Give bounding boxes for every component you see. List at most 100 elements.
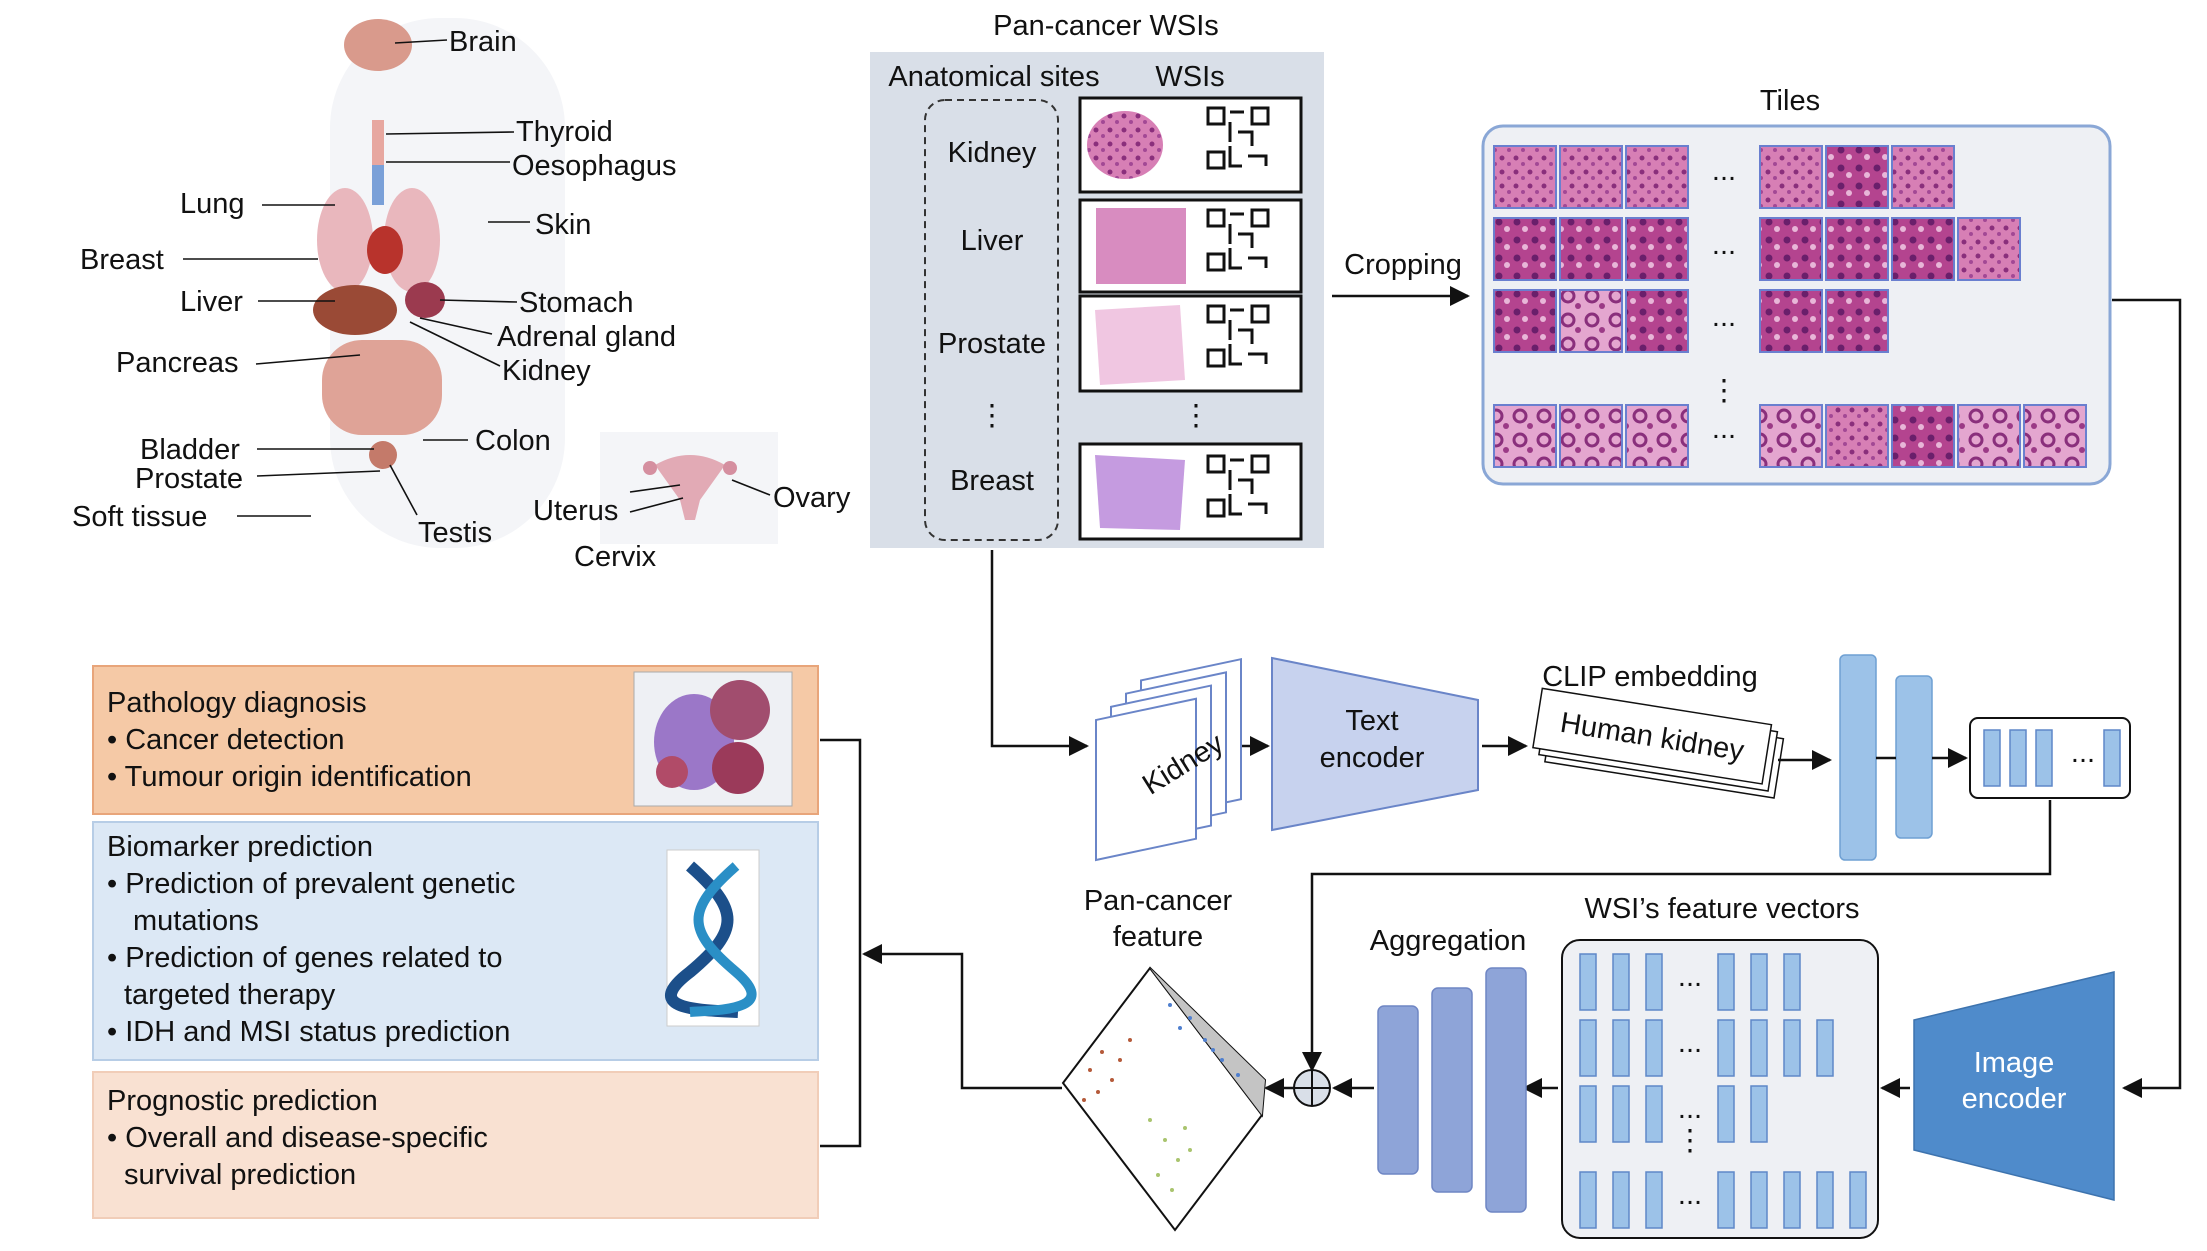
label-testis: Testis: [418, 517, 492, 549]
text-vector-to-fusion-arrow: [1302, 800, 2052, 1072]
liver-icon: [313, 285, 397, 335]
text-encoder: Text encoder: [1271, 656, 1479, 832]
label-pancreas: Pancreas: [116, 347, 239, 379]
aggregation-label: Aggregation: [1370, 925, 1526, 957]
task-prognostic: Prognostic prediction • Overall and dise…: [92, 1071, 819, 1219]
task-biomarker-item2: mutations: [133, 905, 259, 937]
bladder-icon: [369, 441, 397, 469]
tiles-ellipsis-r1: ...: [1712, 155, 1736, 187]
sites-dashed-box: [924, 99, 1059, 541]
tiles-title: Tiles: [1760, 85, 1820, 117]
image-encoder-line1: Image: [1974, 1047, 2055, 1079]
stomach-icon: [405, 282, 445, 318]
label-colon: Colon: [475, 425, 551, 457]
wsi-slide-kidney: [1078, 96, 1303, 194]
image-encoder-line2: encoder: [1962, 1083, 2067, 1115]
body-silhouette: [330, 18, 565, 548]
pancancer-line2: feature: [1113, 921, 1203, 953]
brain-icon: [344, 19, 412, 71]
trachea-icon: [372, 165, 384, 205]
ovary-left-icon: [643, 461, 657, 475]
label-uterus: Uterus: [533, 495, 618, 527]
site-kidney: Kidney: [948, 137, 1037, 169]
wsi-col-sites: Anatomical sites: [888, 61, 1099, 93]
label-lung: Lung: [180, 188, 245, 220]
task-biomarker-item5: • IDH and MSI status prediction: [107, 1016, 510, 1048]
features-ellipsis-r3: ...: [1678, 1093, 1702, 1125]
task-prognostic-title: Prognostic prediction: [107, 1085, 378, 1117]
features-ellipsis-v: ⋮: [1676, 1125, 1705, 1157]
features-ellipsis-r1: ...: [1678, 961, 1702, 993]
aggregation-block: Aggregation: [1370, 925, 1527, 1213]
label-adrenal-gland: Adrenal gland: [497, 321, 676, 353]
tiles-ellipsis-r3: ...: [1712, 301, 1736, 333]
dna-helix-icon: [665, 849, 760, 1027]
fusion-plus-icon: [1293, 1069, 1331, 1107]
cropping-label: Cropping: [1344, 249, 1462, 281]
features-ellipsis-r2: ...: [1678, 1027, 1702, 1059]
task-pathology-title: Pathology diagnosis: [107, 687, 367, 719]
pancancer-line1: Pan-cancer: [1084, 885, 1233, 917]
tasks-bracket: [820, 738, 862, 1148]
intestine-icon: [322, 340, 442, 435]
text-feature-vector: ...: [1969, 717, 2131, 799]
tile-grid: [1493, 145, 2087, 468]
task-pathology: Pathology diagnosis • Cancer detection •…: [92, 665, 819, 815]
text-encoder-line1: Text: [1345, 705, 1398, 737]
task-pathology-item2: • Tumour origin identification: [107, 761, 472, 793]
tiles-ellipsis-r4: ...: [1712, 413, 1736, 445]
site-breast: Breast: [950, 465, 1034, 497]
anatomy-figure: [183, 18, 778, 548]
task-prognostic-item2: survival prediction: [124, 1159, 356, 1191]
task-biomarker-item1: • Prediction of prevalent genetic: [107, 868, 515, 900]
prompt-stack: Kidney: [1095, 657, 1242, 862]
sites-to-prompt-arrow: [990, 550, 1089, 756]
label-ovary: Ovary: [773, 482, 851, 514]
features-ellipsis-r4: ...: [1678, 1179, 1702, 1211]
task-biomarker-item4: targeted therapy: [124, 979, 336, 1011]
cube-to-tasks-arrow: [862, 944, 1062, 1090]
text-vector-ellipsis: ...: [2071, 737, 2095, 769]
task-biomarker: Biomarker prediction • Prediction of pre…: [92, 821, 819, 1061]
wsi-panel: Pan-cancer WSIs Anatomical sites WSIs Ki…: [870, 10, 1324, 548]
text-mlp: [1839, 654, 1933, 861]
site-prostate: Prostate: [938, 328, 1046, 360]
clip-title: CLIP embedding: [1542, 661, 1758, 693]
wsi-slide-breast: [1078, 442, 1303, 541]
pancancer-feature-cube: Pan-cancer feature: [1061, 885, 1267, 1232]
label-soft-tissue: Soft tissue: [72, 501, 207, 533]
label-breast: Breast: [80, 244, 164, 276]
wsi-col-wsis: WSIs: [1155, 61, 1224, 93]
wsi-slide-liver: [1078, 198, 1303, 294]
text-encoder-line2: encoder: [1320, 742, 1425, 774]
task-prognostic-item1: • Overall and disease-specific: [107, 1122, 488, 1154]
tiles-ellipsis-r2: ...: [1712, 229, 1736, 261]
uterus-icon: [655, 455, 725, 520]
tiles-to-encoder-arrow: [2112, 298, 2182, 1098]
label-kidney: Kidney: [502, 355, 591, 387]
label-cervix: Cervix: [574, 541, 657, 573]
task-biomarker-title: Biomarker prediction: [107, 831, 373, 863]
lung-left-icon: [317, 188, 373, 292]
anatomy-labels: Brain Thyroid Oesophagus Lung Skin Breas…: [72, 26, 851, 573]
wsi-feature-vectors: WSI’s feature vectors ... ... ... ⋮ ...: [1561, 893, 1879, 1239]
label-skin: Skin: [535, 209, 591, 241]
label-prostate: Prostate: [135, 463, 243, 495]
label-liver: Liver: [180, 286, 243, 318]
image-encoder: Image encoder: [1913, 971, 2115, 1201]
wsi-panel-title: Pan-cancer WSIs: [993, 10, 1219, 42]
tiles-ellipsis-v: ⋮: [1710, 375, 1739, 407]
site-ellipsis: ⋮: [978, 400, 1007, 432]
clip-embedding: CLIP embedding Human kidney: [1532, 661, 1785, 799]
task-pathology-item1: • Cancer detection: [107, 724, 344, 756]
wsi-slide-ellipsis: ⋮: [1182, 400, 1211, 432]
site-liver: Liver: [961, 225, 1024, 257]
label-oesophagus: Oesophagus: [512, 150, 676, 182]
qr-code-icons: [1206, 106, 1270, 518]
heart-icon: [367, 226, 403, 274]
tiles-panel: Tiles: [1481, 85, 2112, 486]
ovary-right-icon: [723, 461, 737, 475]
label-stomach: Stomach: [519, 287, 633, 319]
label-thyroid: Thyroid: [516, 116, 613, 148]
